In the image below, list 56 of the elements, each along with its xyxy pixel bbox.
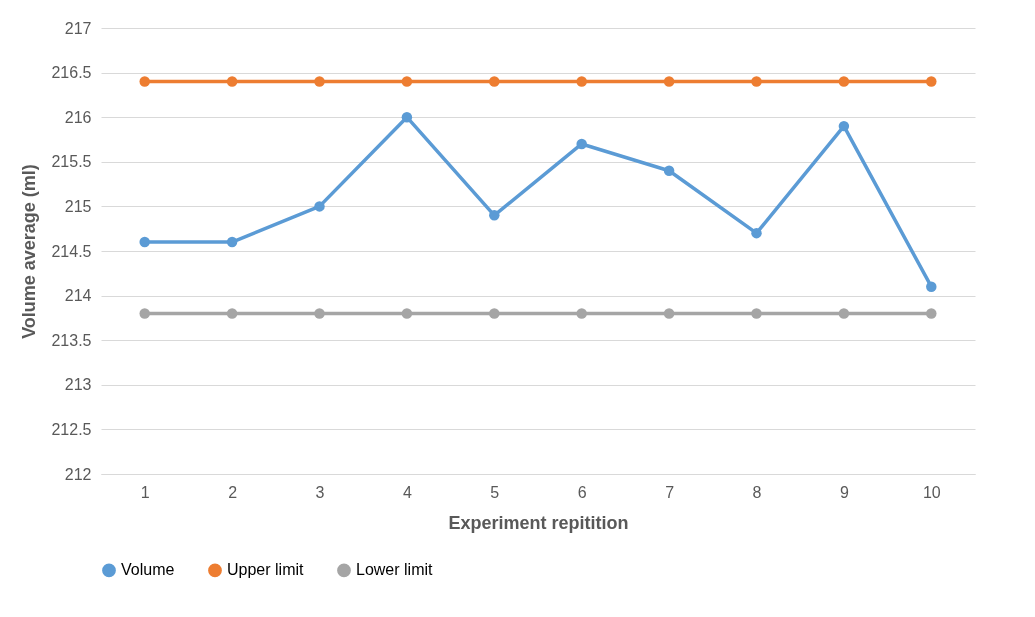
x-tick-label: 6 xyxy=(577,483,587,501)
legend-label: Upper limit xyxy=(227,561,305,579)
x-tick-label: 4 xyxy=(402,483,412,501)
x-tick-label: 8 xyxy=(752,483,762,501)
point xyxy=(401,308,413,319)
y-tick-label: 216.5 xyxy=(51,64,92,82)
point xyxy=(838,308,850,319)
point xyxy=(401,76,413,87)
y-tick-label: 217 xyxy=(64,19,92,37)
point xyxy=(226,308,238,319)
point xyxy=(838,120,850,132)
point xyxy=(663,165,675,176)
x-tick-label: 9 xyxy=(839,483,849,501)
point xyxy=(576,76,587,87)
y-tick-label: 214 xyxy=(64,287,92,305)
y-tick-label: 215 xyxy=(64,197,92,215)
point xyxy=(489,210,500,221)
x-tick-label: 5 xyxy=(490,483,500,501)
y-tick-label: 216 xyxy=(64,108,92,126)
x-tick-label: 1 xyxy=(140,483,150,501)
point xyxy=(401,111,413,123)
y-tick-label: 214.5 xyxy=(51,242,92,260)
point xyxy=(139,76,150,87)
legend-label: Lower limit xyxy=(356,561,434,579)
x-axis-title: Experiment repitition xyxy=(448,512,629,533)
point xyxy=(314,308,325,319)
y-tick-label: 213.5 xyxy=(51,331,92,349)
y-tick-label: 212.5 xyxy=(51,420,92,438)
point xyxy=(314,76,325,87)
point xyxy=(489,308,500,319)
legend-label: Volume xyxy=(121,561,175,579)
x-tick-label: 7 xyxy=(665,483,675,501)
x-tick-label: 3 xyxy=(315,483,325,501)
point xyxy=(663,76,675,87)
point xyxy=(663,308,675,319)
x-tick-label: 10 xyxy=(922,483,941,501)
point xyxy=(314,201,325,212)
point xyxy=(751,76,762,87)
point xyxy=(489,76,500,87)
x-tick-label: 2 xyxy=(228,483,238,501)
point xyxy=(751,227,762,239)
point xyxy=(139,308,150,319)
point xyxy=(838,76,850,87)
point xyxy=(926,281,937,292)
point xyxy=(926,308,937,319)
point xyxy=(226,236,238,248)
point xyxy=(576,308,587,319)
y-tick-label: 215.5 xyxy=(51,153,92,171)
y-tick-label: 213 xyxy=(64,376,92,394)
point xyxy=(926,76,937,87)
y-axis-title: Volume average (ml) xyxy=(19,164,40,339)
y-tick-label: 212 xyxy=(64,465,92,483)
point xyxy=(576,138,587,150)
point xyxy=(139,236,150,248)
point xyxy=(751,308,762,319)
point xyxy=(226,76,238,87)
